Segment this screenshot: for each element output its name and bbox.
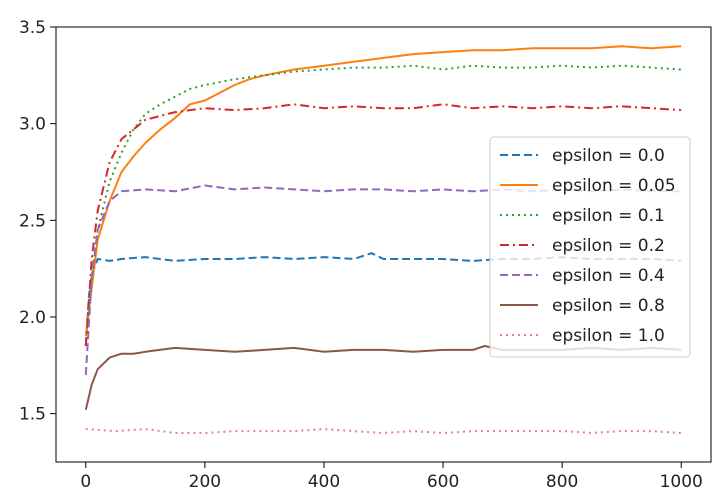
x-tick-label: 0 (80, 472, 91, 492)
legend-label-1: epsilon = 0.05 (552, 176, 676, 196)
y-axis: 1.5 2.0 2.5 3.0 3.5 (19, 18, 56, 425)
x-tick-label: 400 (308, 472, 340, 492)
legend-label-3: epsilon = 0.2 (552, 236, 665, 256)
legend-label-5: epsilon = 0.8 (552, 296, 665, 316)
y-tick-label: 2.5 (19, 211, 46, 231)
legend-label-2: epsilon = 0.1 (552, 206, 665, 226)
x-tick-label: 1000 (660, 472, 703, 492)
x-tick-label: 600 (427, 472, 459, 492)
y-tick-label: 3.0 (19, 115, 46, 135)
y-tick-label: 1.5 (19, 405, 46, 425)
y-tick-label: 2.0 (19, 308, 46, 328)
legend-box (489, 136, 691, 358)
series-line-0 (84, 252, 682, 347)
x-tick-label: 200 (189, 472, 221, 492)
series-line-3 (84, 103, 682, 347)
legend: epsilon = 0.0 epsilon = 0.05 epsilon = 0.1… (489, 136, 691, 358)
x-tick-label: 800 (546, 472, 578, 492)
x-axis: 0 200 400 600 800 1000 (80, 462, 703, 492)
y-tick-label: 3.5 (19, 18, 46, 38)
series-line-1 (84, 45, 682, 337)
legend-label-4: epsilon = 0.4 (552, 266, 665, 286)
legend-label-6: epsilon = 1.0 (552, 326, 665, 346)
legend-label-0: epsilon = 0.0 (552, 146, 665, 166)
series-layer (84, 45, 682, 434)
